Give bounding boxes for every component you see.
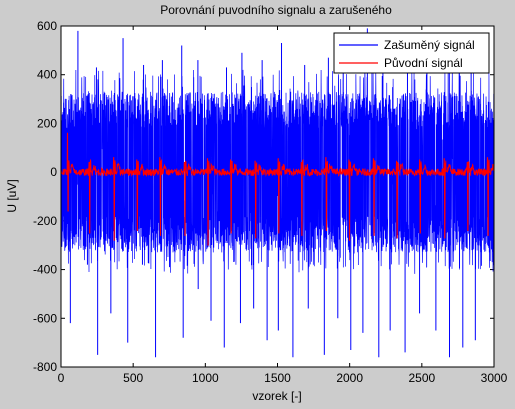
chart-title: Porovnání puvodního signalu a zarušeného xyxy=(160,3,392,17)
noisy-signal-line xyxy=(61,69,494,274)
x-tick-label: 2000 xyxy=(336,371,363,385)
legend: Zašuměný signál Původní signál xyxy=(333,32,490,74)
y-tick-label: 0 xyxy=(50,165,57,179)
series-original-signal xyxy=(61,132,494,246)
original-signal-line xyxy=(61,132,494,246)
y-tick-label: 400 xyxy=(37,68,57,82)
x-axis: 0 500 1000 1500 2000 2500 3000 xyxy=(58,26,508,385)
y-axis: -800 -600 -400 -200 0 200 400 600 xyxy=(33,19,494,374)
y-tick-label: -600 xyxy=(33,311,57,325)
x-tick-label: 2500 xyxy=(408,371,435,385)
x-tick-label: 1500 xyxy=(264,371,291,385)
legend-noisy-label: Zašuměný signál xyxy=(384,38,475,52)
y-tick-label: 600 xyxy=(37,19,57,33)
x-axis-label: vzorek [-] xyxy=(252,389,301,403)
y-tick-label: 200 xyxy=(37,116,57,130)
x-tick-label: 3000 xyxy=(481,371,508,385)
legend-original-label: Původní signál xyxy=(384,56,463,70)
y-axis-label: U [uV] xyxy=(5,179,19,212)
y-tick-label: -800 xyxy=(33,360,57,374)
x-tick-label: 0 xyxy=(58,371,65,385)
y-tick-label: -200 xyxy=(33,214,57,228)
plot-frame xyxy=(60,25,495,368)
y-tick-label: -400 xyxy=(33,263,57,277)
legend-box xyxy=(333,32,490,74)
x-tick-label: 500 xyxy=(123,371,143,385)
x-tick-label: 1000 xyxy=(192,371,219,385)
